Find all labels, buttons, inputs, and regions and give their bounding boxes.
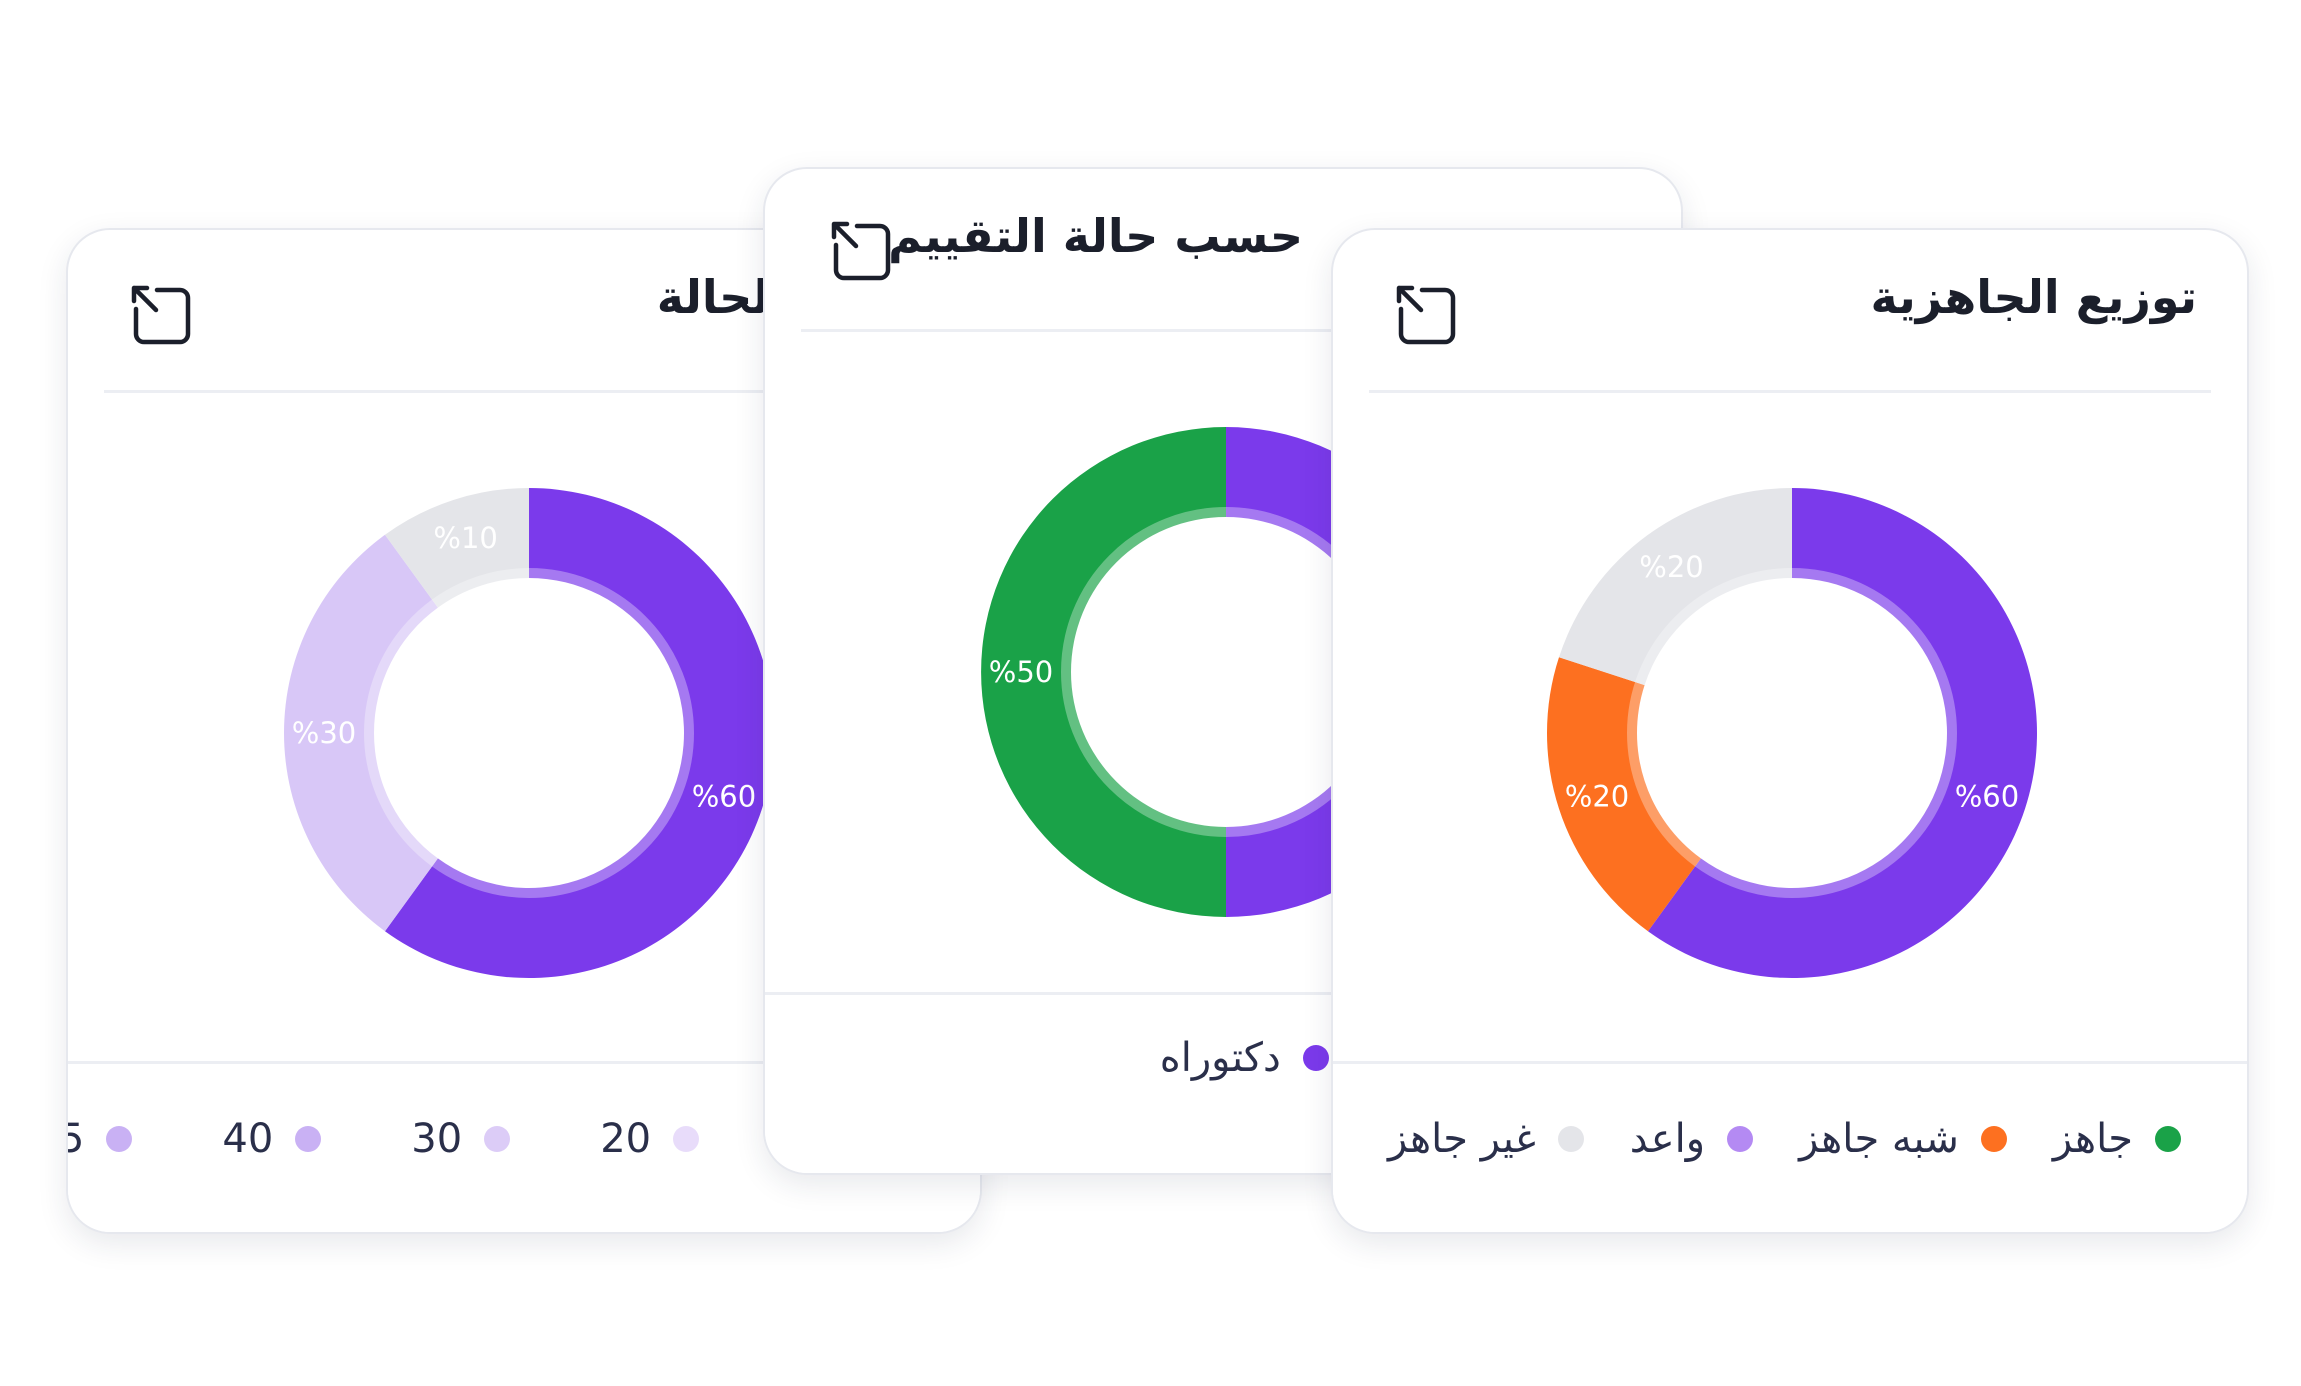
donut-slice bbox=[283, 534, 438, 932]
legend-label: دكتوراه bbox=[1159, 1035, 1281, 1081]
donut-slice bbox=[981, 427, 1226, 917]
legend-label: 5 bbox=[68, 1116, 84, 1162]
slice-percent-label: %10 bbox=[433, 521, 497, 555]
legend-item: 40 bbox=[222, 1116, 322, 1162]
legend-footer: جاهز شبه جاهز واعد غير جاهز bbox=[1333, 1061, 2247, 1232]
donut-inner-ring bbox=[364, 568, 694, 898]
legend-dot bbox=[1727, 1126, 1754, 1152]
chart-card-readiness: توزيع الجاهزية %60 %20 %20 جاهز شبه جاهز واع… bbox=[1331, 228, 2249, 1234]
legend-dot bbox=[1302, 1045, 1329, 1071]
slice-percent-label: %60 bbox=[692, 779, 756, 813]
legend-item: غير جاهز bbox=[1388, 1116, 1584, 1162]
card-header: توزيع الجاهزية bbox=[1333, 230, 2247, 390]
legend-item: جاهز bbox=[2053, 1116, 2181, 1162]
legend-dot bbox=[106, 1126, 133, 1152]
legend-label: جاهز bbox=[2052, 1116, 2133, 1162]
legend-label: غير جاهز bbox=[1387, 1116, 1536, 1162]
legend-label: 20 bbox=[600, 1116, 652, 1162]
donut-slice bbox=[384, 488, 529, 608]
legend-label: واعد bbox=[1629, 1116, 1706, 1162]
legend-item: واعد bbox=[1629, 1116, 1754, 1162]
legend-item: شبه جاهز bbox=[1799, 1116, 2007, 1162]
legend-item: 20 bbox=[600, 1116, 700, 1162]
donut-slice bbox=[384, 488, 775, 978]
card-title: توزيع الجاهزية bbox=[1870, 270, 2197, 324]
header-divider bbox=[104, 390, 944, 393]
legend-dot bbox=[484, 1126, 511, 1152]
slice-percent-label: %20 bbox=[1565, 779, 1629, 813]
legend-dot bbox=[673, 1126, 700, 1152]
donut-inner-ring bbox=[1627, 568, 1957, 898]
expand-icon[interactable] bbox=[126, 278, 198, 350]
legend-label: شبه جاهز bbox=[1799, 1116, 1959, 1162]
header-divider bbox=[1369, 390, 2211, 393]
expand-icon[interactable] bbox=[1391, 278, 1463, 350]
chart-legend: جاهز شبه جاهز واعد غير جاهز bbox=[1333, 1116, 2247, 1162]
legend-label: 30 bbox=[411, 1116, 463, 1162]
legend-item: دكتوراه bbox=[1160, 1035, 1329, 1081]
legend-dot bbox=[1980, 1126, 2007, 1152]
legend-dot bbox=[1557, 1126, 1584, 1152]
slice-percent-label: %20 bbox=[1639, 550, 1703, 584]
expand-icon[interactable] bbox=[826, 214, 898, 286]
legend-item: 30 bbox=[411, 1116, 511, 1162]
slice-percent-label: %30 bbox=[292, 716, 356, 750]
card-title: حسب حالة التقييم bbox=[888, 209, 1303, 263]
donut-chart-readiness: %60 %20 %20 bbox=[1547, 488, 2037, 978]
legend-item: 5 bbox=[68, 1116, 133, 1162]
donut-slice bbox=[1558, 488, 1792, 686]
slice-percent-label: %60 bbox=[1955, 779, 2019, 813]
card-header: حسب حالة التقييم bbox=[765, 169, 1681, 329]
donut-slice bbox=[1647, 488, 2037, 978]
legend-label: 40 bbox=[222, 1116, 274, 1162]
donut-chart-status: %60 %30 %10 bbox=[283, 488, 775, 978]
legend-dot bbox=[2155, 1126, 2181, 1152]
donut-slice bbox=[1547, 657, 1701, 932]
legend-dot bbox=[295, 1126, 322, 1152]
slice-percent-label: %50 bbox=[989, 655, 1053, 689]
header-divider bbox=[801, 329, 1645, 332]
